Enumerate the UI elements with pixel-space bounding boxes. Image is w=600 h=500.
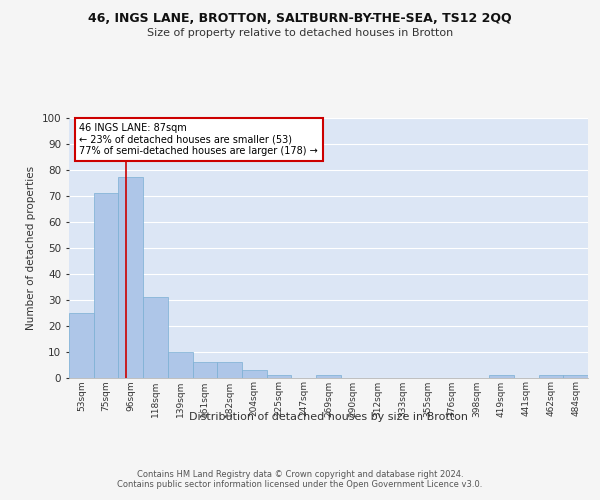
Text: Contains HM Land Registry data © Crown copyright and database right 2024.
Contai: Contains HM Land Registry data © Crown c… — [118, 470, 482, 490]
Bar — [217, 362, 242, 378]
Text: 46, INGS LANE, BROTTON, SALTBURN-BY-THE-SEA, TS12 2QQ: 46, INGS LANE, BROTTON, SALTBURN-BY-THE-… — [88, 12, 512, 26]
Bar — [193, 362, 217, 378]
Bar — [242, 370, 267, 378]
Bar — [94, 193, 118, 378]
Bar — [168, 352, 193, 378]
Bar — [563, 375, 588, 378]
Bar — [143, 297, 168, 378]
Bar — [118, 178, 143, 378]
Text: 46 INGS LANE: 87sqm
← 23% of detached houses are smaller (53)
77% of semi-detach: 46 INGS LANE: 87sqm ← 23% of detached ho… — [79, 122, 318, 156]
Text: Distribution of detached houses by size in Brotton: Distribution of detached houses by size … — [190, 412, 469, 422]
Bar — [69, 312, 94, 378]
Text: Size of property relative to detached houses in Brotton: Size of property relative to detached ho… — [147, 28, 453, 38]
Bar — [539, 375, 563, 378]
Bar — [267, 375, 292, 378]
Bar — [316, 375, 341, 378]
Bar — [489, 375, 514, 378]
Y-axis label: Number of detached properties: Number of detached properties — [26, 166, 36, 330]
